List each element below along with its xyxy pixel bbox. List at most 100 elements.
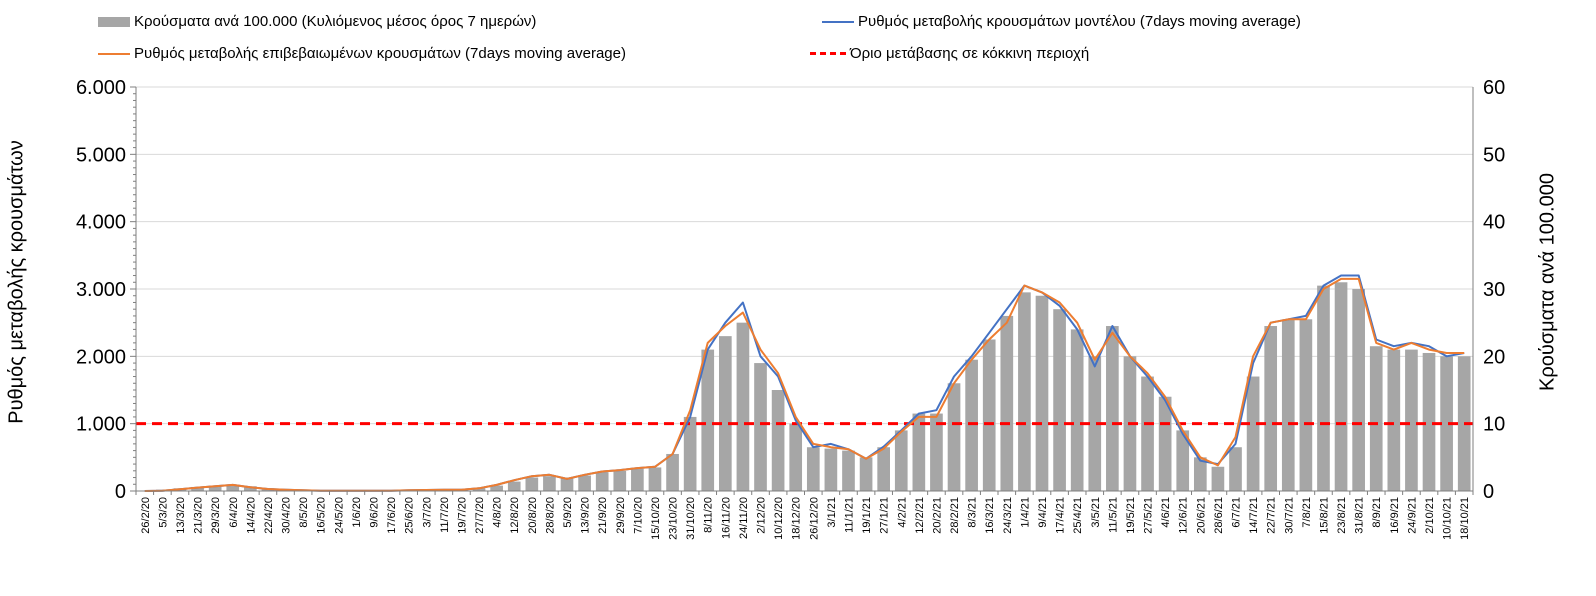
legend-item-confirmed: Ρυθμός μεταβολής επιβεβαιωμένων κρουσμάτ… (98, 45, 626, 62)
bars-cases (156, 282, 1471, 491)
legend-item-threshold: Όριο μετάβασης σε κόκκινη περιοχή (810, 45, 1089, 62)
x-tick-label: 6/7/21 (1231, 497, 1243, 528)
bar-cases (1070, 329, 1084, 491)
x-tick-label: 12/2/21 (914, 497, 926, 534)
x-tick-label: 10/10/21 (1442, 497, 1454, 540)
y-tick-label-right: 50 (1483, 144, 1505, 166)
x-tick-label: 27/7/20 (474, 497, 486, 534)
x-tick-label: 24/3/21 (1002, 497, 1014, 534)
axes (130, 86, 1474, 495)
tick-labels: 0 1.000 2.000 3.000 4.000 5.000 6.000 0 10 20 30 40… (76, 77, 1505, 540)
bar-cases (806, 447, 820, 491)
legend-swatch-orange (98, 52, 130, 55)
bar-cases (208, 485, 222, 491)
x-tick-label: 28/2/21 (949, 497, 961, 534)
bar-cases (912, 413, 926, 491)
x-tick-label: 1/4/21 (1019, 497, 1031, 528)
bar-cases (543, 476, 556, 491)
x-tick-label: 16/9/21 (1389, 497, 1401, 534)
x-tick-label: 14/7/21 (1248, 497, 1260, 534)
bar-cases (613, 470, 627, 491)
bar-cases (930, 413, 943, 491)
bar-cases (525, 477, 539, 491)
y-tick-label-left: 0 (115, 481, 126, 503)
legend-item-model: Ρυθμός μεταβολής κρουσμάτων μοντέλου (7d… (822, 13, 1301, 30)
x-tick-label: 16/5/20 (316, 497, 328, 534)
x-tick-label: 16/11/20 (720, 497, 732, 539)
bar-cases (1422, 352, 1436, 491)
x-tick-label: 5/9/20 (562, 497, 574, 528)
bar-cases (648, 467, 662, 491)
bar-cases (1088, 356, 1102, 491)
x-tick-label: 7/8/21 (1301, 497, 1313, 528)
x-tick-label: 22/4/20 (263, 497, 275, 534)
bar-cases (1246, 376, 1260, 491)
x-tick-label: 23/8/21 (1336, 497, 1348, 534)
bar-cases (1264, 326, 1278, 491)
bar-cases (1281, 319, 1295, 491)
bar-cases (1018, 292, 1031, 491)
bar-cases (1352, 289, 1365, 491)
x-tick-label: 4/6/21 (1160, 497, 1172, 528)
x-tick-label: 3/7/20 (421, 497, 433, 528)
x-tick-label: 30/4/20 (281, 497, 293, 534)
x-tick-label: 25/6/20 (404, 497, 416, 534)
x-tick-label: 10/12/20 (773, 497, 785, 540)
bar-cases (595, 472, 609, 491)
y-tick-label-right: 0 (1483, 481, 1494, 503)
x-tick-label: 31/10/20 (685, 497, 697, 540)
bar-cases (1053, 309, 1066, 491)
x-tick-label: 28/6/21 (1213, 497, 1225, 534)
x-tick-label: 13/9/20 (580, 497, 592, 534)
y-tick-label-left: 6.000 (76, 77, 126, 99)
x-tick-label: 31/8/21 (1354, 497, 1366, 534)
y-tick-label-right: 30 (1483, 279, 1505, 301)
x-tick-label: 11/5/21 (1107, 497, 1119, 533)
x-tick-label: 18/10/21 (1459, 497, 1471, 540)
x-tick-label: 5/3/20 (157, 497, 169, 528)
bar-cases (1387, 349, 1401, 491)
y-tick-label-right: 40 (1483, 212, 1505, 234)
x-tick-label: 8/9/21 (1371, 497, 1383, 528)
x-tick-label: 29/9/20 (615, 497, 627, 534)
x-tick-label: 21/9/20 (597, 497, 609, 534)
x-tick-label: 8/3/21 (967, 497, 979, 528)
y-tick-label-left: 3.000 (76, 279, 126, 301)
x-tick-label: 9/6/20 (368, 497, 380, 528)
x-tick-label: 1/6/20 (351, 497, 363, 528)
y-tick-label-left: 4.000 (76, 212, 126, 234)
x-tick-label: 17/6/20 (386, 497, 398, 534)
bar-cases (244, 486, 257, 491)
legend-swatch-blue (822, 20, 854, 23)
y-tick-label-left: 2.000 (76, 346, 126, 368)
bar-cases (1211, 466, 1225, 491)
x-tick-label: 21/3/20 (193, 497, 205, 534)
x-tick-label: 3/1/21 (826, 497, 838, 528)
x-tick-label: 19/1/21 (861, 497, 873, 534)
bar-cases (472, 488, 486, 491)
legend-label-threshold: Όριο μετάβασης σε κόκκινη περιοχή (850, 45, 1090, 62)
bar-cases (965, 359, 978, 491)
legend-item-cases: Κρούσματα ανά 100.000 (Κυλιόμενος μέσος … (98, 13, 536, 30)
legend-swatch-bar (98, 16, 130, 27)
x-tick-label: 29/3/20 (210, 497, 222, 534)
bar-cases (191, 486, 204, 491)
x-tick-label: 8/5/20 (298, 497, 310, 528)
x-tick-label: 30/7/21 (1283, 497, 1295, 534)
x-tick-label: 12/8/20 (509, 497, 521, 534)
bar-cases (1299, 319, 1313, 491)
bar-cases (771, 390, 785, 491)
x-tick-label: 18/12/20 (791, 497, 803, 540)
x-tick-label: 20/2/21 (931, 497, 943, 534)
bar-cases (1193, 457, 1207, 491)
bar-cases (1141, 376, 1154, 491)
bar-cases (719, 336, 732, 491)
x-tick-label: 15/10/20 (650, 497, 662, 540)
x-tick-label: 11/1/21 (843, 497, 855, 533)
x-tick-label: 24/5/20 (333, 497, 345, 534)
x-tick-label: 9/4/21 (1037, 497, 1049, 528)
x-tick-label: 3/5/21 (1090, 497, 1102, 528)
x-tick-label: 19/7/20 (456, 497, 468, 534)
bar-cases (894, 430, 908, 491)
